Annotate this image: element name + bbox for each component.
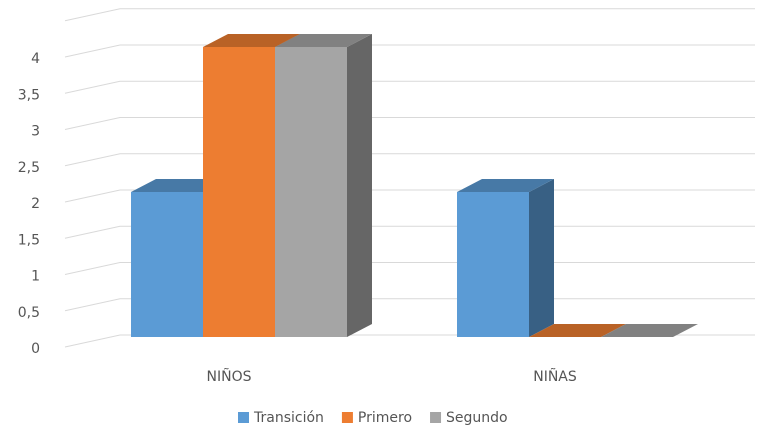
x-tick-label: NIÑOS bbox=[207, 368, 252, 385]
bar-face bbox=[275, 34, 372, 47]
legend-swatch bbox=[341, 412, 353, 423]
legend-label: Transición bbox=[253, 410, 324, 426]
y-tick-label: 0,5 bbox=[18, 305, 40, 321]
legend-swatch bbox=[238, 412, 249, 423]
bar-face bbox=[529, 179, 554, 337]
y-tick-label: 4 bbox=[31, 51, 40, 67]
bar-face bbox=[131, 192, 203, 337]
bar bbox=[457, 179, 554, 337]
bar bbox=[529, 324, 626, 337]
bar-face bbox=[457, 179, 554, 192]
bar-face bbox=[203, 47, 275, 337]
y-tick-label: 3 bbox=[31, 124, 40, 140]
legend-swatch bbox=[430, 412, 442, 423]
y-tick-label: 2 bbox=[31, 196, 40, 212]
y-tick-label: 1,5 bbox=[18, 232, 40, 248]
y-tick-label: 2,5 bbox=[18, 160, 40, 176]
grid-line bbox=[64, 44, 755, 58]
bar-face bbox=[529, 324, 626, 337]
bar bbox=[601, 324, 698, 337]
legend-label: Segundo bbox=[446, 410, 508, 426]
bar-face bbox=[347, 34, 372, 337]
grid-line bbox=[64, 153, 755, 167]
y-tick-label: 3,5 bbox=[18, 87, 40, 103]
legend-label: Primero bbox=[358, 410, 412, 426]
x-tick-label: NIÑAS bbox=[533, 368, 577, 385]
grid-line bbox=[64, 8, 755, 22]
bar-face bbox=[275, 47, 347, 337]
y-tick-label: 0 bbox=[31, 341, 40, 357]
bar-face bbox=[601, 324, 698, 337]
grid-line bbox=[64, 117, 755, 130]
bar-face bbox=[203, 34, 300, 47]
bar bbox=[275, 34, 372, 337]
bar-face bbox=[457, 192, 529, 337]
grid-line bbox=[64, 80, 755, 94]
y-tick-label: 1 bbox=[31, 269, 40, 285]
